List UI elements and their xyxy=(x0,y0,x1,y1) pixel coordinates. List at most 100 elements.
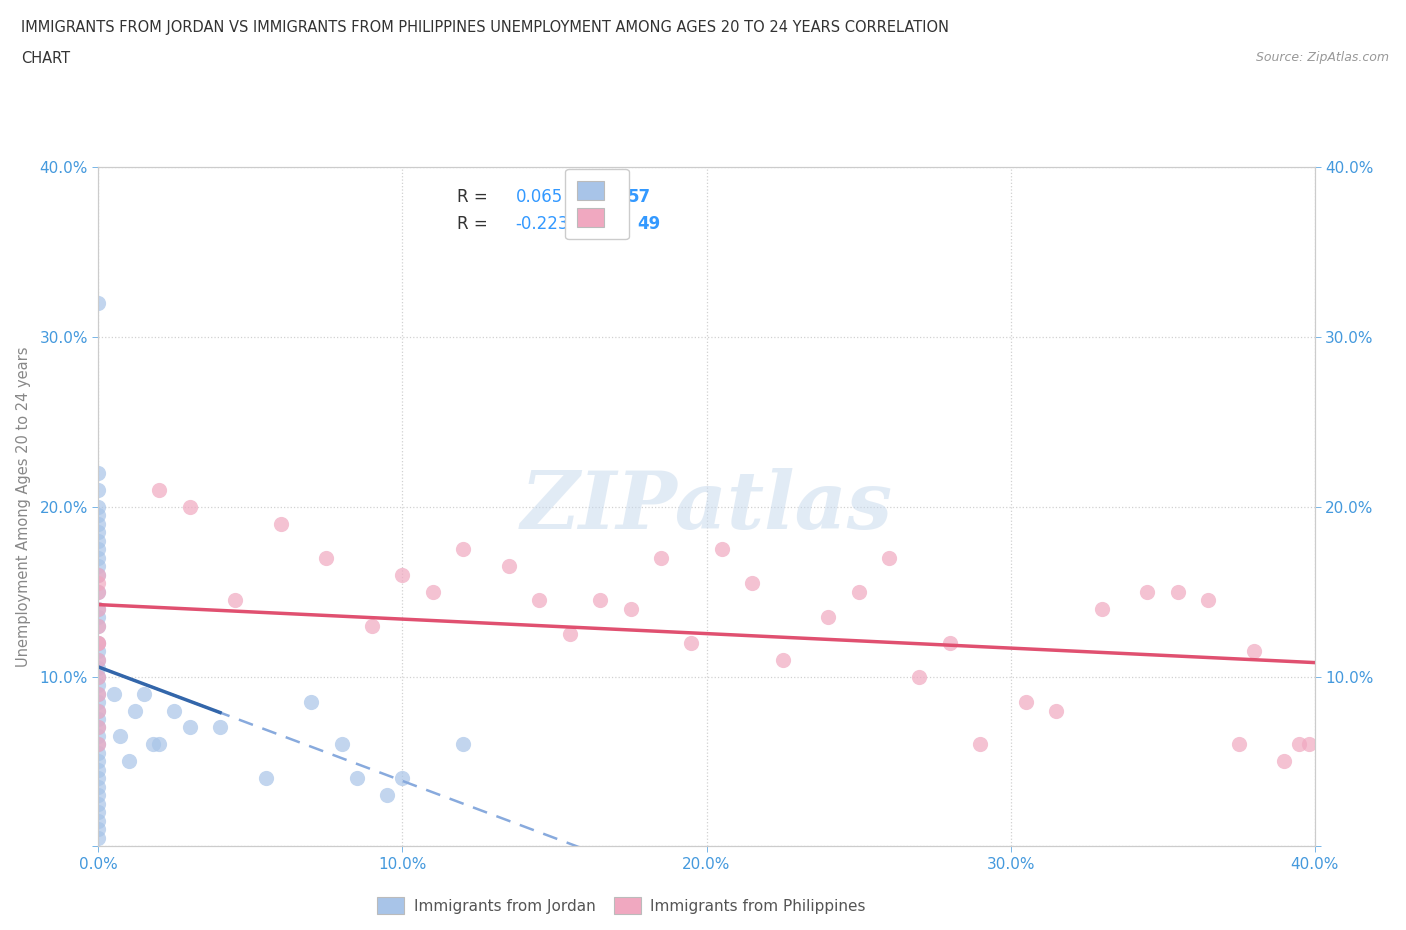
Point xyxy=(87,720,110,735)
Point xyxy=(179,499,201,514)
Text: CHART: CHART xyxy=(21,51,70,66)
Point xyxy=(87,686,110,701)
Text: N =: N = xyxy=(581,188,613,206)
Point xyxy=(87,737,110,752)
Point xyxy=(346,771,368,786)
Point xyxy=(969,737,991,752)
Point xyxy=(87,652,110,667)
Point xyxy=(87,660,110,675)
Point xyxy=(87,796,110,811)
Point xyxy=(877,551,900,565)
Point xyxy=(1136,584,1159,599)
Point xyxy=(87,483,110,498)
Point xyxy=(87,703,110,718)
Text: Source: ZipAtlas.com: Source: ZipAtlas.com xyxy=(1256,51,1389,64)
Point xyxy=(330,737,353,752)
Point xyxy=(589,592,612,607)
Point xyxy=(315,551,337,565)
Point xyxy=(87,737,110,752)
Point xyxy=(1197,592,1219,607)
Text: N =: N = xyxy=(589,215,620,232)
Point xyxy=(87,754,110,769)
Point xyxy=(817,610,839,625)
Point xyxy=(1227,737,1250,752)
Point xyxy=(87,805,110,820)
Point xyxy=(87,610,110,625)
Point xyxy=(224,592,246,607)
Point xyxy=(87,542,110,557)
Point xyxy=(710,542,733,557)
Point xyxy=(87,830,110,845)
Point xyxy=(391,771,413,786)
Legend: Immigrants from Jordan, Immigrants from Philippines: Immigrants from Jordan, Immigrants from … xyxy=(371,891,872,920)
Point xyxy=(209,720,232,735)
Point xyxy=(87,695,110,710)
Point xyxy=(939,635,962,650)
Point xyxy=(498,559,520,574)
Point xyxy=(772,652,794,667)
Point xyxy=(87,525,110,539)
Point xyxy=(87,728,110,743)
Point xyxy=(87,499,110,514)
Point xyxy=(87,763,110,777)
Text: 57: 57 xyxy=(627,188,651,206)
Point xyxy=(87,670,110,684)
Point xyxy=(87,551,110,565)
Point xyxy=(87,618,110,633)
Point xyxy=(87,534,110,549)
Point xyxy=(87,635,110,650)
Y-axis label: Unemployment Among Ages 20 to 24 years: Unemployment Among Ages 20 to 24 years xyxy=(17,347,31,667)
Point xyxy=(681,635,703,650)
Point xyxy=(179,720,201,735)
Point xyxy=(1298,737,1320,752)
Point xyxy=(87,678,110,693)
Point xyxy=(422,584,444,599)
Point xyxy=(87,567,110,582)
Text: 0.065: 0.065 xyxy=(516,188,562,206)
Text: 49: 49 xyxy=(637,215,661,232)
Point xyxy=(1167,584,1189,599)
Point xyxy=(87,746,110,761)
Point xyxy=(87,559,110,574)
Point xyxy=(87,618,110,633)
Point xyxy=(87,576,110,591)
Point xyxy=(558,627,581,642)
Text: -0.223: -0.223 xyxy=(516,215,569,232)
Point xyxy=(87,652,110,667)
Point xyxy=(1045,703,1067,718)
Point xyxy=(108,728,131,743)
Point xyxy=(87,720,110,735)
Point xyxy=(87,686,110,701)
Point xyxy=(87,635,110,650)
Point xyxy=(87,644,110,658)
Text: R =: R = xyxy=(457,188,488,206)
Point xyxy=(453,737,475,752)
Point xyxy=(87,584,110,599)
Text: R =: R = xyxy=(457,215,488,232)
Point xyxy=(103,686,125,701)
Point xyxy=(163,703,186,718)
Point xyxy=(254,771,277,786)
Point xyxy=(270,516,292,531)
Point xyxy=(87,822,110,837)
Point xyxy=(132,686,155,701)
Point xyxy=(87,788,110,803)
Point xyxy=(87,711,110,726)
Point xyxy=(148,737,170,752)
Point xyxy=(118,754,141,769)
Point xyxy=(848,584,870,599)
Point xyxy=(650,551,672,565)
Point xyxy=(1288,737,1310,752)
Point xyxy=(87,814,110,829)
Point xyxy=(87,516,110,531)
Point xyxy=(1272,754,1295,769)
Point xyxy=(87,508,110,523)
Text: ZIPatlas: ZIPatlas xyxy=(520,468,893,546)
Point xyxy=(375,788,398,803)
Point xyxy=(148,483,170,498)
Point xyxy=(87,584,110,599)
Point xyxy=(741,576,763,591)
Point xyxy=(453,542,475,557)
Point xyxy=(1015,695,1038,710)
Point xyxy=(87,779,110,794)
